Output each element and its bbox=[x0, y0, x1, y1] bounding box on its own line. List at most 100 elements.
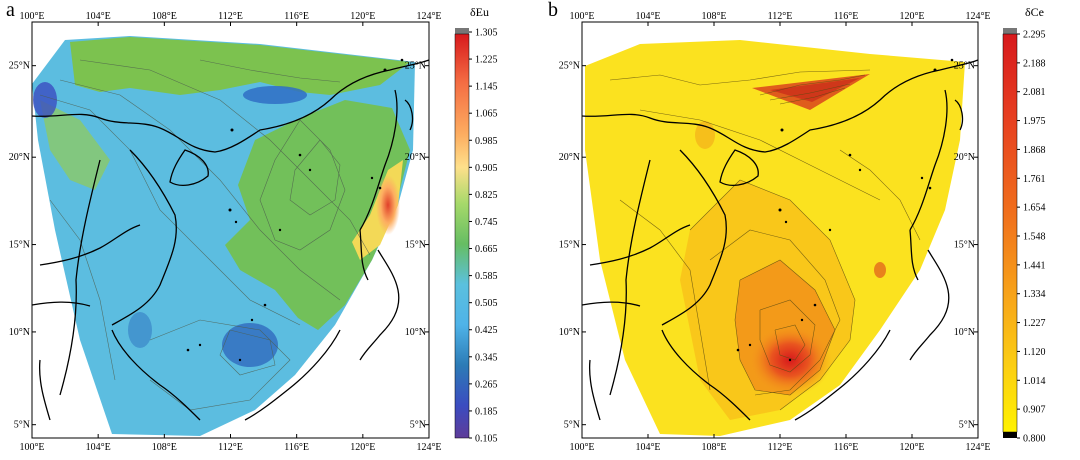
left-lat-label: 25°N bbox=[559, 61, 580, 72]
colorbar-tick-label: 0.265 bbox=[475, 379, 498, 390]
blue-low-west bbox=[33, 82, 57, 118]
bottom-lon-label: 116°E bbox=[834, 442, 859, 453]
bottom-lon-label: 116°E bbox=[284, 442, 309, 453]
contour-lines bbox=[609, 69, 921, 411]
bottom-lon-label: 112°E bbox=[768, 442, 793, 453]
colorbar-tick-label: 1.975 bbox=[1023, 116, 1046, 127]
left-lat-label: 25°N bbox=[9, 61, 30, 72]
right-lat-label: 20°N bbox=[954, 152, 975, 163]
bottom-lon-label: 100°E bbox=[19, 442, 44, 453]
right-lat-label: 15°N bbox=[405, 240, 426, 251]
colorbar-tick-label: 0.907 bbox=[1023, 405, 1046, 416]
right-lat-label: 5°N bbox=[410, 420, 426, 431]
colorbar-tick-label: 0.345 bbox=[475, 352, 498, 363]
colorbar-tick-label: 1.305 bbox=[475, 28, 498, 39]
bottom-lon-label: 104°E bbox=[86, 442, 111, 453]
colorbar-tick-label: 0.745 bbox=[475, 217, 498, 228]
top-lon-label: 100°E bbox=[569, 11, 594, 22]
top-lon-label: 124°E bbox=[416, 11, 441, 22]
islands bbox=[186, 58, 404, 362]
left-lat-label: 15°N bbox=[559, 240, 580, 251]
tick-labels-b: 100°E 104°E 108°E 112°E 116°E 120°E 124°E 100°E… bbox=[559, 11, 991, 453]
bottom-lon-label: 100°E bbox=[569, 442, 594, 453]
bottom-lon-label: 104°E bbox=[635, 442, 660, 453]
colorbar-a-title: δEu bbox=[470, 5, 489, 19]
top-lon-label: 112°E bbox=[218, 11, 243, 22]
colorbar-tick-label: 1.065 bbox=[475, 109, 498, 120]
colorbar-a-ticks: 1.305 1.225 1.145 1.065 0.985 0.905 0.825 0.745… bbox=[469, 28, 498, 445]
colorbar-tick-label: 1.227 bbox=[1023, 318, 1046, 329]
orange-hot-zone bbox=[376, 175, 400, 235]
colorbar-tick-label: 1.014 bbox=[1023, 376, 1046, 387]
colorbar-tick-label: 0.905 bbox=[475, 163, 498, 174]
colorbar-tick-label: 0.425 bbox=[475, 325, 498, 336]
right-lat-label: 20°N bbox=[405, 152, 426, 163]
colorbar-tick-label: 1.761 bbox=[1023, 174, 1046, 185]
colorbar-b: δCe 2.295 2.188 2.081 1.975 1.868 1.761 1.654 1… bbox=[1002, 5, 1046, 445]
colorbar-tick-label: 0.825 bbox=[475, 190, 498, 201]
top-lon-label: 124°E bbox=[965, 11, 990, 22]
colorbar-tick-label: 0.505 bbox=[475, 298, 498, 309]
left-lat-label: 20°N bbox=[9, 152, 30, 163]
left-lat-label: 10°N bbox=[559, 327, 580, 338]
left-lat-label: 15°N bbox=[9, 240, 30, 251]
colorbar-tick-label: 1.120 bbox=[1023, 347, 1046, 358]
right-lat-label: 10°N bbox=[405, 327, 426, 338]
coastlines bbox=[31, 59, 430, 421]
colorbar-tick-label: 0.985 bbox=[475, 136, 498, 147]
left-lat-label: 5°N bbox=[14, 420, 30, 431]
left-lat-label: 20°N bbox=[559, 152, 580, 163]
panel-b-map: 100°E 104°E 108°E 112°E 116°E 120°E 124°E 100°E… bbox=[548, 0, 991, 453]
colorbar-tick-label: 1.654 bbox=[1023, 203, 1046, 214]
left-lat-label: 5°N bbox=[564, 420, 580, 431]
colorbar-a: δEu 1.305 1.225 1.145 1.065 0.985 0.905 0.825 0… bbox=[454, 5, 498, 445]
panel-label-b: b bbox=[548, 0, 558, 21]
colorbar-tick-label: 2.188 bbox=[1023, 58, 1046, 69]
panel-a-map: 100°E 104°E 108°E 112°E 116°E 120°E 124°E 100°E… bbox=[6, 0, 442, 453]
bottom-lon-label: 124°E bbox=[965, 442, 990, 453]
colorbar-a-top-cap bbox=[455, 28, 469, 34]
tick-marks-a bbox=[31, 22, 430, 438]
colorbar-tick-label: 0.105 bbox=[475, 434, 498, 445]
right-lat-label: 25°N bbox=[954, 61, 975, 72]
colorbar-tick-label: 1.548 bbox=[1023, 232, 1046, 243]
colorbar-tick-label: 0.665 bbox=[475, 244, 498, 255]
top-lon-label: 104°E bbox=[635, 11, 660, 22]
top-lon-label: 108°E bbox=[701, 11, 726, 22]
top-lon-label: 108°E bbox=[152, 11, 177, 22]
colorbar-b-ticks: 2.295 2.188 2.081 1.975 1.868 1.761 1.654 1.548… bbox=[1017, 30, 1046, 445]
colorbar-tick-label: 1.441 bbox=[1023, 260, 1046, 271]
bottom-lon-label: 124°E bbox=[416, 442, 441, 453]
right-lat-label: 5°N bbox=[959, 420, 975, 431]
top-lon-label: 120°E bbox=[899, 11, 924, 22]
top-lon-label: 120°E bbox=[350, 11, 375, 22]
right-lat-label: 15°N bbox=[954, 240, 975, 251]
top-lon-label: 112°E bbox=[768, 11, 793, 22]
colorbar-b-gradient bbox=[1002, 33, 1018, 433]
colorbar-tick-label: 2.295 bbox=[1023, 30, 1046, 41]
colorbar-a-gradient bbox=[454, 33, 470, 439]
orange-spot-east bbox=[874, 262, 886, 278]
colorbar-tick-label: 0.585 bbox=[475, 271, 498, 282]
green-region-sw bbox=[40, 100, 110, 190]
colorbar-b-bottom-cap bbox=[1003, 432, 1017, 438]
blue-low-north bbox=[243, 86, 307, 104]
colorbar-b-top-cap bbox=[1003, 28, 1017, 34]
colorbar-tick-label: 1.145 bbox=[475, 82, 498, 93]
bottom-lon-label: 108°E bbox=[701, 442, 726, 453]
bottom-lon-label: 120°E bbox=[350, 442, 375, 453]
tick-marks-b bbox=[581, 22, 979, 438]
green-region bbox=[225, 100, 410, 330]
colorbar-tick-label: 0.800 bbox=[1023, 434, 1046, 445]
top-lon-label: 104°E bbox=[86, 11, 111, 22]
panel-label-a: a bbox=[6, 0, 15, 21]
colorbar-tick-label: 0.185 bbox=[475, 406, 498, 417]
colorbar-tick-label: 1.334 bbox=[1023, 289, 1046, 300]
colorbar-b-title: δCe bbox=[1025, 5, 1044, 19]
top-lon-label: 116°E bbox=[284, 11, 309, 22]
colorbar-tick-label: 1.225 bbox=[475, 55, 498, 66]
left-lat-label: 10°N bbox=[9, 327, 30, 338]
colorbar-tick-label: 2.081 bbox=[1023, 87, 1046, 98]
right-lat-label: 10°N bbox=[954, 327, 975, 338]
